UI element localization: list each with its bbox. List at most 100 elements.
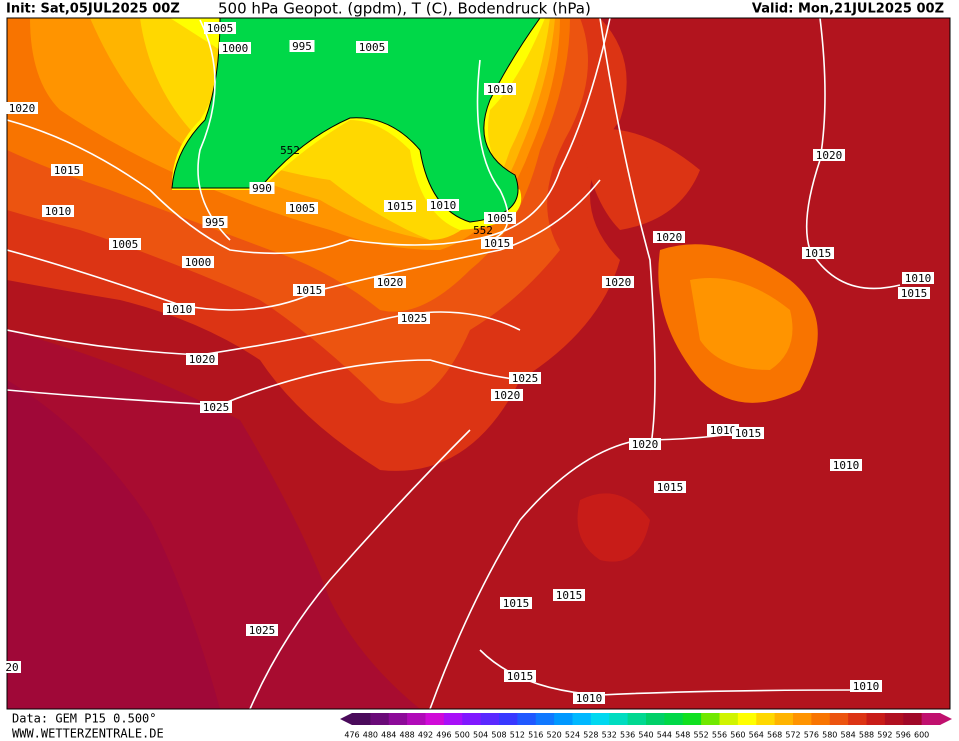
isobar-label-box — [813, 149, 845, 161]
isobar-label: 1015 — [54, 164, 81, 177]
legend-swatch — [884, 713, 904, 725]
legend-label: 568 — [767, 731, 782, 740]
legend-swatch — [517, 713, 537, 725]
init-label: Init: Sat,05JUL2025 00Z — [6, 2, 180, 17]
isobar-label-box — [246, 624, 278, 636]
isobar-label-box — [653, 231, 685, 243]
legend-swatch — [535, 713, 555, 725]
legend-label: 492 — [418, 731, 433, 740]
legend-label: 476 — [344, 731, 359, 740]
isobar-label: 1015 — [805, 247, 832, 260]
field-green — [171, 18, 541, 223]
legend-swatch — [793, 713, 812, 725]
isobar-label: 990 — [252, 182, 272, 195]
isobar-label: 1010 — [45, 205, 72, 218]
isobar-labels: 1005 1000 995 1005 1010 1020 1015 990 1010 1005 99… — [3, 22, 934, 705]
isobar-label: 1015 — [296, 284, 323, 297]
isobar-label: 1020 — [605, 276, 632, 289]
legend-swatch — [499, 713, 518, 725]
valid-label: Valid: Mon,21JUL2025 00Z — [752, 2, 944, 17]
legend-label: 544 — [657, 731, 672, 740]
isobar-label-box — [802, 247, 834, 259]
legend-label: 516 — [528, 731, 543, 740]
legend-label: 488 — [399, 731, 414, 740]
legend-swatch — [848, 713, 867, 725]
legend-label: 576 — [804, 731, 819, 740]
legend-swatch — [701, 713, 720, 725]
legend-swatch — [921, 713, 941, 725]
legend-label: 560 — [730, 731, 745, 740]
isobar-label: 1025 — [203, 401, 230, 414]
isobar-label: 995 — [292, 40, 312, 53]
isobar-label: 1015 — [507, 670, 534, 683]
legend-swatch — [829, 713, 849, 725]
isobar-label: 1025 — [249, 624, 276, 637]
isobar-label-box — [427, 199, 459, 211]
legend-swatch — [903, 713, 923, 725]
isobar-label-box — [491, 389, 523, 401]
isobar-label-box — [902, 272, 934, 284]
legend-label: 556 — [712, 731, 727, 740]
legend-swatch — [554, 713, 573, 725]
legend-label: 596 — [896, 731, 911, 740]
legend-arrow-right — [940, 713, 952, 725]
isobar-label: 1015 — [735, 427, 762, 440]
field-far-west — [7, 380, 220, 709]
legend-label: 520 — [546, 731, 561, 740]
isobar-label: 1010 — [710, 424, 737, 437]
isobar-label: 1025 — [401, 312, 428, 325]
isobar-label-box — [219, 42, 251, 54]
legend-label: 512 — [510, 731, 525, 740]
isobar-lines — [7, 18, 901, 709]
legend-swatch — [609, 713, 629, 725]
field-scand — [580, 128, 700, 230]
isobar-label: 1005 — [289, 202, 316, 215]
isobar-label: 1015 — [484, 237, 511, 250]
isobar-label-box — [850, 680, 882, 692]
legend-arrow-left — [340, 713, 352, 725]
legend-label: 584 — [840, 731, 855, 740]
isobar-label: 1005 — [487, 212, 514, 225]
isobar-label-box — [602, 276, 634, 288]
isobar-label-box — [204, 22, 236, 34]
isobar-label-box — [249, 182, 275, 194]
legend-label: 592 — [877, 731, 892, 740]
legend-label: 552 — [693, 731, 708, 740]
isobar-label: 1000 — [185, 256, 212, 269]
isobar-label: 1015 — [657, 481, 684, 494]
field-east-core — [690, 278, 793, 370]
isobar-label: 1020 — [9, 102, 36, 115]
isobar-label-box — [384, 200, 416, 212]
legend-label: 504 — [473, 731, 488, 740]
legend-label: 580 — [822, 731, 837, 740]
legend-label: 508 — [491, 731, 506, 740]
isobar-label: 1020 — [816, 149, 843, 162]
legend-label: 588 — [859, 731, 874, 740]
isobar-label: 1015 — [503, 597, 530, 610]
legend-label: 600 — [914, 731, 929, 740]
legend-swatch — [646, 713, 665, 725]
legend-swatch — [682, 713, 702, 725]
isobar-label-box — [374, 276, 406, 288]
isobar-label-box — [51, 164, 83, 176]
isobar-label: 1005 — [359, 41, 386, 54]
isobar-label: 1010 — [166, 303, 193, 316]
legend-swatch — [627, 713, 647, 725]
isobar-label-box — [398, 312, 430, 324]
isobar-label: 20 — [5, 661, 18, 674]
isobar-label-box — [200, 401, 232, 413]
legend-label: 564 — [749, 731, 764, 740]
site-name: WWW.WETTERZENTRALE.DE — [12, 727, 164, 741]
isobar-label: 1020 — [494, 389, 521, 402]
legend-label: 536 — [620, 731, 635, 740]
legend-swatch — [719, 713, 739, 725]
isobar-label: 1010 — [430, 199, 457, 212]
isobar-label: 1010 — [487, 83, 514, 96]
isobar-label-box — [504, 670, 536, 682]
map-title: 500 hPa Geopot. (gpdm), T (C), Bodendruc… — [218, 0, 591, 18]
legend-swatch — [425, 713, 445, 725]
isobar-label: 1005 — [207, 22, 234, 35]
isobar-label: 1010 — [905, 272, 932, 285]
isobar-label-box — [553, 589, 585, 601]
isobar-label-box — [163, 303, 195, 315]
